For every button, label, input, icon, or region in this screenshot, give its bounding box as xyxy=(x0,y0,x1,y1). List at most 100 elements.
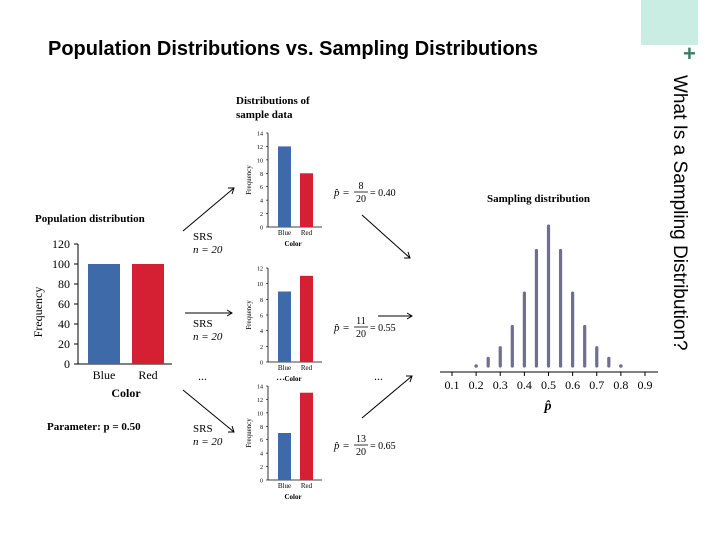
sample-ytick-label: 2 xyxy=(260,465,263,471)
sampling-xtick-label: 0.8 xyxy=(613,378,628,392)
sampling-xtick-label: 0.5 xyxy=(541,378,556,392)
sample-bar-red xyxy=(300,392,313,480)
srs-3-line2: n = 20 xyxy=(193,436,223,448)
sample-phat-formula: p̂ = 11 20 = 0.55 xyxy=(333,316,396,340)
phat-denominator: 20 xyxy=(356,447,366,458)
sample-ytick-label: 0 xyxy=(260,479,263,485)
sample-xtick-label: Blue xyxy=(278,229,291,237)
srs-3-line1: SRS xyxy=(193,423,213,435)
sample-ytick-label: 0 xyxy=(260,361,263,367)
phat-result: = 0.55 xyxy=(370,323,396,334)
srs-2-line1: SRS xyxy=(193,318,213,330)
sample-ytick-label: 2 xyxy=(260,345,263,351)
sample-ytick-label: 6 xyxy=(260,314,263,320)
arrowhead-5 xyxy=(406,312,413,320)
accent-box xyxy=(641,0,698,45)
sample-ytick-label: 14 xyxy=(257,385,263,391)
arrowhead-3 xyxy=(228,425,235,433)
sampling-xtick-label: 0.6 xyxy=(565,378,580,392)
sample-ytick-label: 0 xyxy=(260,226,263,232)
ellipsis-left: ... xyxy=(198,369,207,383)
sampling-xtick-label: 0.3 xyxy=(493,378,508,392)
population-ytick-label: 20 xyxy=(58,337,70,351)
population-ytick-label: 40 xyxy=(58,317,70,331)
arrowhead-2 xyxy=(226,309,233,317)
sample-ytick-label: 10 xyxy=(257,282,263,288)
population-xtick-label: Blue xyxy=(93,368,116,382)
sampling-xtick-label: 0.7 xyxy=(589,378,604,392)
population-xlabel: Color xyxy=(111,386,141,400)
sample-ytick-label: 8 xyxy=(260,298,263,304)
slide-title: Population Distributions vs. Sampling Di… xyxy=(48,38,539,60)
samples-heading-line2: sample data xyxy=(236,109,293,121)
arrows-right xyxy=(361,214,413,419)
arrowhead-6 xyxy=(406,375,413,383)
sample-ytick-label: 4 xyxy=(260,452,263,458)
phat-symbol: p̂ = xyxy=(333,440,350,452)
sample-ytick-label: 10 xyxy=(257,158,263,164)
population-ytick-label: 60 xyxy=(58,297,70,311)
sample-bar-red xyxy=(300,173,313,227)
population-ytick-label: 80 xyxy=(58,277,70,291)
sample-ylabel: Frequency xyxy=(245,165,253,195)
sample-xlabel: Color xyxy=(284,240,301,248)
sample-ytick-label: 6 xyxy=(260,438,263,444)
samples-heading-line1: Distributions of xyxy=(236,95,310,107)
sampling-title: Sampling distribution xyxy=(487,193,590,205)
sample-ytick-label: 14 xyxy=(257,132,263,138)
population-ylabel: Frequency xyxy=(31,287,45,338)
arrows-left xyxy=(182,187,235,433)
sampling-dot xyxy=(474,364,478,368)
sampling-xtick-label: 0.9 xyxy=(638,378,653,392)
srs-1-line1: SRS xyxy=(193,231,213,243)
population-parameter: Parameter: p = 0.50 xyxy=(47,421,141,433)
sample-xtick-label: Blue xyxy=(278,364,291,372)
sample-bar-blue xyxy=(278,291,291,362)
plus-icon: + xyxy=(683,41,696,66)
phat-denominator: 20 xyxy=(356,194,366,205)
sampling-chart: Sampling distribution 0.1 0.2 0.3 0.4 0.5 0.6… xyxy=(440,193,658,414)
phat-symbol: p̂ = xyxy=(333,187,350,199)
sample-xlabel: Color xyxy=(284,375,301,383)
sampling-xlabel: p̂ xyxy=(544,399,552,414)
population-ytick-label: 100 xyxy=(52,257,70,271)
sample-ytick-label: 2 xyxy=(260,212,263,218)
sample-ytick-label: 12 xyxy=(257,267,263,273)
sample-bar-blue xyxy=(278,146,291,227)
ellipsis-middle: ... xyxy=(276,369,285,383)
ellipsis-right: ... xyxy=(374,369,383,383)
srs-2-line2: n = 20 xyxy=(193,331,223,343)
sample-xlabel: Color xyxy=(284,493,301,501)
sample-ylabel: Frequency xyxy=(245,418,253,448)
sample-xtick-label: Red xyxy=(301,364,313,372)
sample-ytick-label: 8 xyxy=(260,425,263,431)
sample-phat-formula: p̂ = 8 20 = 0.40 xyxy=(333,181,396,205)
population-title: Population distribution xyxy=(35,213,145,225)
sampling-xtick-label: 0.4 xyxy=(517,378,532,392)
sample-bar-red xyxy=(300,275,313,362)
sample-ytick-label: 4 xyxy=(260,199,263,205)
sample-ytick-label: 6 xyxy=(260,185,263,191)
arrow-from-sample-3 xyxy=(361,375,413,419)
population-ytick-label: 120 xyxy=(52,237,70,251)
arrow-to-sample-3 xyxy=(182,389,235,433)
phat-numerator: 8 xyxy=(359,181,364,192)
phat-numerator: 11 xyxy=(356,316,366,327)
sample-ytick-label: 12 xyxy=(257,398,263,404)
phat-result: = 0.40 xyxy=(370,188,396,199)
sample-phat-formula: p̂ = 13 20 = 0.65 xyxy=(333,434,396,458)
sample-ylabel: Frequency xyxy=(245,300,253,330)
sampling-xtick-label: 0.2 xyxy=(469,378,484,392)
population-bar-red xyxy=(132,264,164,364)
sample-bar-blue xyxy=(278,433,291,480)
srs-labels: SRS n = 20 SRS n = 20 SRS n = 20 ... ...… xyxy=(193,231,383,448)
arrow-to-sample-1 xyxy=(182,187,235,232)
arrowhead-4 xyxy=(404,251,411,259)
sample-xtick-label: Blue xyxy=(278,482,291,490)
sample-xtick-label: Red xyxy=(301,482,313,490)
population-ytick-label: 0 xyxy=(64,357,70,371)
